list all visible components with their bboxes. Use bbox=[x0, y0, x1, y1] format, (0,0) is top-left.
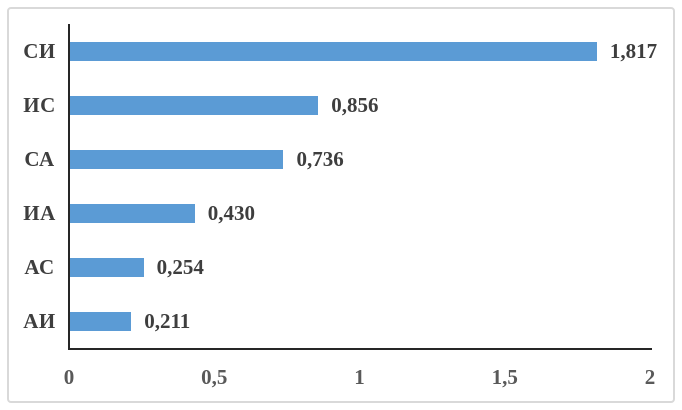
category-label: ИС bbox=[23, 92, 56, 117]
value-label: 0,736 bbox=[296, 146, 344, 171]
bar bbox=[70, 41, 597, 61]
category-label: СИ bbox=[23, 38, 56, 63]
bar-row: СА 0,736 bbox=[9, 132, 651, 186]
x-tick-label: 0,5 bbox=[201, 365, 228, 389]
bar-row: ИС 0,856 bbox=[9, 78, 651, 132]
category-label: АС bbox=[24, 254, 55, 279]
category-label: АИ bbox=[23, 308, 56, 333]
bar-chart: СИ 1,817 ИС 0,856 СА 0,736 ИА 0,430 АС 0,254 АИ 0,2… bbox=[7, 7, 675, 403]
value-label: 1,817 bbox=[609, 38, 658, 63]
x-axis-line bbox=[68, 348, 652, 350]
x-tick-label: 0 bbox=[63, 365, 75, 389]
value-label: 0,254 bbox=[156, 254, 204, 279]
bar-row: АС 0,254 bbox=[9, 240, 651, 294]
bar-rows: СИ 1,817 ИС 0,856 СА 0,736 ИА 0,430 АС 0,254 АИ 0,2… bbox=[9, 24, 657, 348]
x-tick-label: 2 bbox=[644, 365, 656, 389]
bar bbox=[70, 95, 319, 115]
bar-row: ИА 0,430 bbox=[9, 186, 651, 240]
y-axis-line bbox=[68, 24, 70, 350]
x-axis-ticks: 0 0,5 1 1,5 2 bbox=[64, 365, 656, 393]
bar-row: АИ 0,211 bbox=[9, 294, 651, 348]
x-tick-label: 1 bbox=[354, 365, 365, 389]
bar-row: СИ 1,817 bbox=[9, 24, 657, 78]
bar bbox=[70, 203, 195, 223]
bar bbox=[70, 149, 284, 169]
value-label: 0,211 bbox=[144, 308, 191, 333]
category-label: СА bbox=[24, 146, 55, 171]
value-label: 0,430 bbox=[207, 200, 255, 225]
value-label: 0,856 bbox=[331, 92, 379, 117]
bar bbox=[70, 311, 132, 331]
category-label: ИА bbox=[23, 200, 56, 225]
bar bbox=[70, 257, 144, 277]
x-tick-label: 1,5 bbox=[491, 365, 518, 389]
